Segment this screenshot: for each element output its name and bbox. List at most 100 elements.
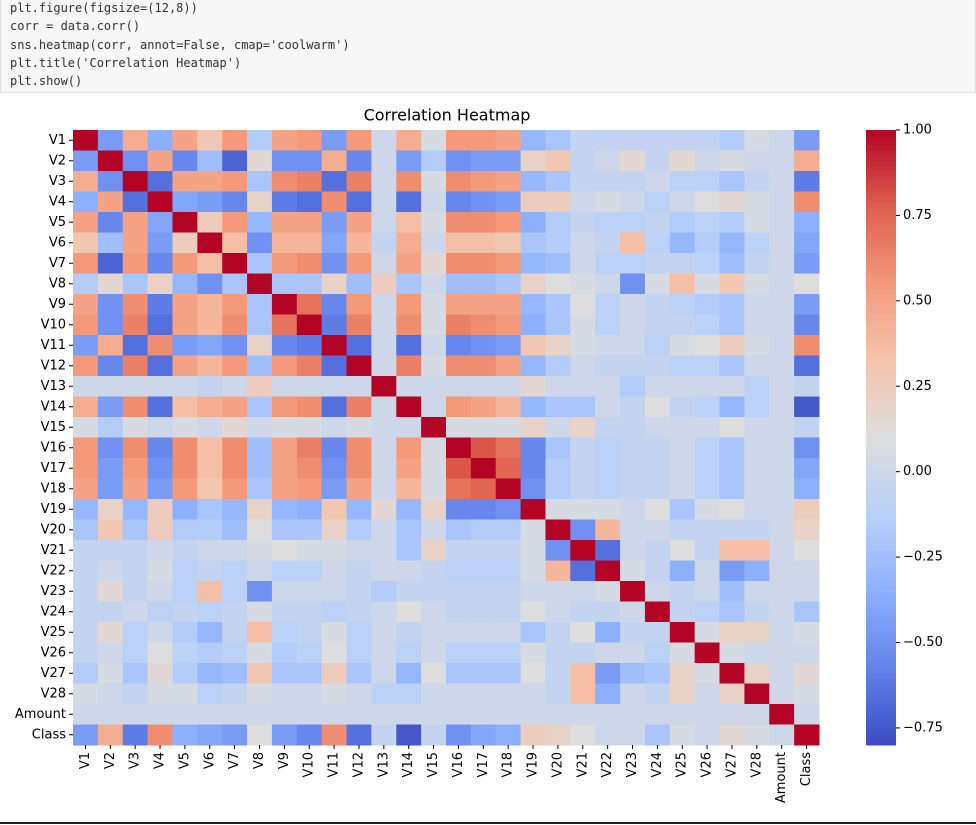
heatmap-cell — [694, 704, 721, 725]
heatmap-cell — [296, 396, 323, 418]
heatmap-cell — [396, 355, 422, 377]
colorbar-segment — [866, 601, 896, 608]
heatmap-cell — [694, 437, 721, 459]
heatmap-cell — [744, 601, 770, 623]
heatmap-cell — [495, 478, 522, 500]
heatmap-cell — [570, 376, 596, 397]
heatmap-cell — [346, 314, 372, 336]
heatmap-cell — [794, 642, 820, 664]
heatmap-cell — [719, 437, 745, 459]
heatmap-cell — [172, 437, 198, 459]
heatmap-cell — [620, 150, 646, 172]
y-tick-label: V25 — [41, 625, 66, 640]
heatmap-cell — [396, 683, 422, 705]
heatmap-cell — [421, 622, 447, 643]
heatmap-cell — [620, 478, 646, 500]
heatmap-cell — [719, 294, 745, 315]
heatmap-cell — [595, 642, 621, 664]
heatmap-cell — [97, 642, 124, 664]
heatmap-cell — [644, 601, 671, 623]
heatmap-cell — [719, 335, 745, 356]
heatmap-cell — [495, 458, 522, 479]
heatmap-cell — [520, 540, 546, 561]
heatmap-cell — [222, 335, 248, 356]
colorbar-segment — [866, 437, 896, 444]
x-tick-label: V2 — [103, 752, 118, 769]
heatmap-cell — [321, 499, 348, 520]
heatmap-cell — [719, 663, 745, 684]
heatmap-cell — [446, 191, 472, 213]
heatmap-cell — [669, 622, 696, 643]
heatmap-cell — [122, 212, 149, 233]
heatmap-cell — [247, 335, 273, 356]
heatmap-cell — [296, 642, 323, 664]
heatmap-cell — [321, 601, 348, 623]
heatmap-cell — [470, 273, 497, 295]
heatmap-cell — [620, 519, 646, 541]
heatmap-cell — [470, 458, 497, 479]
heatmap-cell — [97, 437, 124, 459]
heatmap-cell — [744, 519, 770, 541]
heatmap-cell — [73, 294, 99, 315]
heatmap-cell — [271, 458, 298, 479]
heatmap-cell — [446, 499, 472, 520]
heatmap-cell — [271, 212, 298, 233]
colorbar-tick-label: −0.50 — [903, 635, 943, 650]
heatmap-cell — [769, 540, 795, 561]
heatmap-cell — [122, 191, 149, 213]
heatmap-cell — [346, 191, 372, 213]
y-tick-label: V12 — [41, 358, 66, 373]
heatmap-cell — [172, 417, 198, 438]
heatmap-cell — [247, 396, 273, 418]
heatmap-cell — [694, 642, 721, 664]
heatmap-cell — [321, 581, 348, 602]
heatmap-cell — [570, 683, 596, 705]
heatmap-cell — [346, 642, 372, 664]
heatmap-cell — [271, 560, 298, 582]
heatmap-cell — [222, 150, 248, 172]
heatmap-cell — [122, 253, 149, 274]
heatmap-cell — [73, 171, 99, 192]
heatmap-cell — [794, 335, 820, 356]
heatmap-cell — [247, 622, 273, 643]
code-line: sns.heatmap(corr, annot=False, cmap='coo… — [10, 37, 350, 52]
colorbar-segment — [866, 534, 896, 541]
heatmap-cell — [769, 273, 795, 295]
heatmap-cell — [570, 314, 596, 336]
heatmap-cell — [147, 622, 173, 643]
heatmap-cell — [73, 130, 99, 151]
heatmap-cell — [197, 130, 223, 151]
heatmap-cell — [719, 232, 745, 254]
colorbar-segment — [866, 596, 896, 602]
heatmap-cell — [470, 150, 497, 172]
heatmap-cell — [222, 724, 248, 746]
heatmap-cell — [122, 232, 149, 254]
heatmap-cell — [197, 642, 223, 664]
colorbar-segment — [866, 176, 896, 182]
x-tick-label: V6 — [202, 752, 217, 769]
heatmap-cell — [644, 253, 671, 274]
heatmap-cell — [122, 478, 149, 500]
heatmap-cell — [470, 540, 497, 561]
heatmap-cell — [470, 622, 497, 643]
heatmap-cell — [147, 232, 173, 254]
heatmap-cell — [296, 601, 323, 623]
heatmap-cell — [321, 294, 348, 315]
heatmap-cell — [595, 478, 621, 500]
heatmap-cell — [495, 294, 522, 315]
colorbar-tick-label: 0.75 — [903, 208, 932, 223]
heatmap-cell — [172, 130, 198, 151]
heatmap-cell — [644, 663, 671, 684]
heatmap-cell — [520, 294, 546, 315]
colorbar-segment — [866, 355, 896, 362]
heatmap-cell — [147, 519, 173, 541]
heatmap-cell — [222, 417, 248, 438]
heatmap-cell — [271, 601, 298, 623]
heatmap-cell — [396, 253, 422, 274]
heatmap-cell — [545, 314, 571, 336]
heatmap-cell — [719, 376, 745, 397]
heatmap-cell — [669, 191, 696, 213]
heatmap-cell — [222, 232, 248, 254]
heatmap-cell — [769, 417, 795, 438]
heatmap-cell — [570, 499, 596, 520]
